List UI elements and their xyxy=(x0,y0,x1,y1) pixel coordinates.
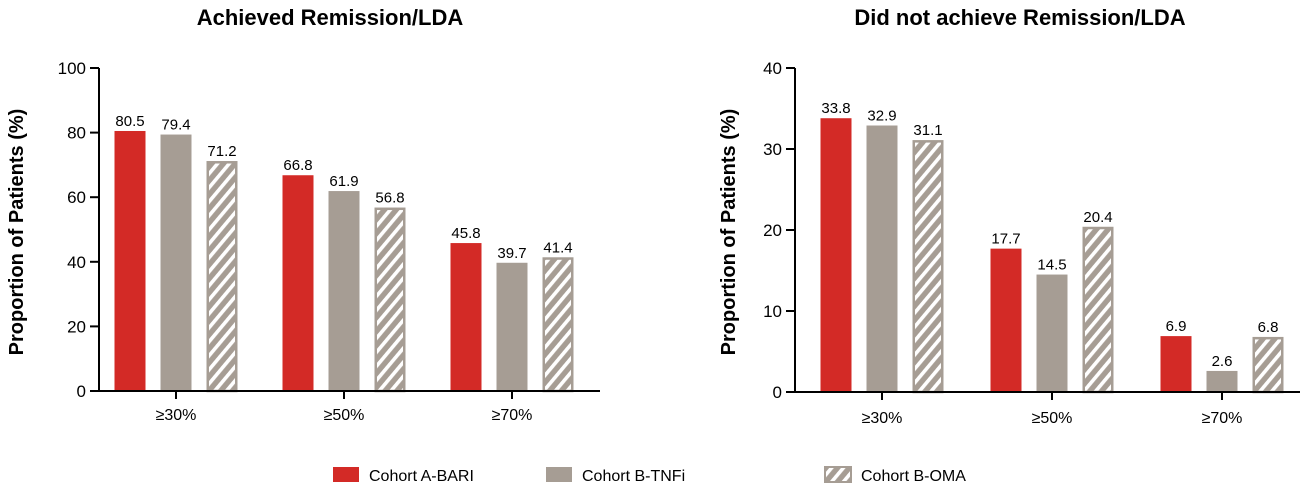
bars xyxy=(114,130,574,393)
x-axis-ticks: ≥30% ≥50% ≥70% xyxy=(862,392,1243,427)
bar-oma xyxy=(206,161,238,393)
legend-item-cohort-a-bari: Cohort A-BARI xyxy=(333,467,474,485)
y-tick-label: 60 xyxy=(67,188,86,207)
y-tick-label: 30 xyxy=(763,140,782,159)
y-tick-label: 80 xyxy=(67,124,86,143)
bar-oma xyxy=(1082,226,1114,394)
x-tick-label: ≥30% xyxy=(156,407,197,424)
y-tick-label: 100 xyxy=(58,59,86,78)
bar-bari xyxy=(820,118,852,392)
bar-tnfi xyxy=(160,134,192,391)
axes xyxy=(98,68,600,392)
chart-achieved-remission: Achieved Remission/LDA Proportion of Pat… xyxy=(6,5,600,424)
data-label: 66.8 xyxy=(283,157,312,174)
y-tick-label: 20 xyxy=(67,317,86,336)
data-label: 41.4 xyxy=(543,239,572,256)
axes xyxy=(794,68,1300,393)
legend-label: Cohort B-OMA xyxy=(861,468,966,485)
data-label: 31.1 xyxy=(913,122,942,139)
legend-swatch-oma xyxy=(824,466,852,483)
bar-bari xyxy=(990,248,1022,392)
y-axis-label: Proportion of Patients (%) xyxy=(6,109,28,356)
data-labels: 80.5 66.8 45.8 79.4 61.9 39.7 71.2 56.8 41.4 xyxy=(115,113,572,262)
bar-oma xyxy=(374,207,406,393)
y-tick-label: 0 xyxy=(77,382,86,401)
legend-swatch-bari xyxy=(333,467,359,482)
legend-item-cohort-b-oma: Cohort B-OMA xyxy=(824,466,966,485)
bar-tnfi xyxy=(1036,274,1068,392)
bar-tnfi xyxy=(866,125,898,392)
y-tick-label: 10 xyxy=(763,302,782,321)
data-label: 6.9 xyxy=(1166,318,1187,335)
bar-oma xyxy=(1252,336,1284,394)
legend-label: Cohort A-BARI xyxy=(369,468,474,485)
bars xyxy=(820,118,1284,394)
y-tick-label: 0 xyxy=(773,383,782,402)
bar-tnfi xyxy=(1206,370,1238,392)
chart-not-achieved-remission: Did not achieve Remission/LDA Proportion… xyxy=(718,5,1300,427)
x-tick-label: ≥70% xyxy=(492,407,533,424)
x-tick-label: ≥30% xyxy=(862,410,903,427)
data-label: 39.7 xyxy=(497,245,526,262)
legend-label: Cohort B-TNFi xyxy=(582,468,685,485)
y-tick-label: 40 xyxy=(763,59,782,78)
bar-bari xyxy=(450,243,482,391)
bar-bari xyxy=(282,175,314,391)
data-label: 61.9 xyxy=(329,173,358,190)
y-tick-label: 20 xyxy=(763,221,782,240)
data-label: 32.9 xyxy=(867,108,896,125)
data-label: 56.8 xyxy=(375,190,404,207)
y-axis-ticks: 0 10 20 30 40 xyxy=(763,59,795,402)
y-axis-label: Proportion of Patients (%) xyxy=(718,109,740,356)
data-label: 33.8 xyxy=(821,100,850,117)
data-label: 80.5 xyxy=(115,113,144,130)
data-label: 71.2 xyxy=(207,143,236,160)
bar-bari xyxy=(1160,336,1192,392)
bar-tnfi xyxy=(328,191,360,391)
data-label: 20.4 xyxy=(1083,209,1112,226)
y-axis-ticks: 0 20 40 60 80 100 xyxy=(58,59,99,401)
bar-bari xyxy=(114,130,146,392)
x-tick-label: ≥50% xyxy=(324,407,365,424)
bar-oma xyxy=(912,140,944,394)
x-axis-ticks: ≥30% ≥50% ≥70% xyxy=(156,391,533,424)
x-tick-label: ≥50% xyxy=(1032,410,1073,427)
legend-swatch-tnfi xyxy=(546,467,572,482)
legend: Cohort A-BARI Cohort B-TNFi Cohort B-OMA xyxy=(333,466,966,485)
data-labels: 33.8 17.7 6.9 32.9 14.5 2.6 31.1 20.4 6.8 xyxy=(821,100,1278,370)
bar-oma xyxy=(542,257,574,393)
data-label: 14.5 xyxy=(1037,257,1066,274)
data-label: 2.6 xyxy=(1212,353,1233,370)
data-label: 79.4 xyxy=(161,117,190,134)
data-label: 17.7 xyxy=(991,231,1020,248)
y-tick-label: 40 xyxy=(67,253,86,272)
data-label: 45.8 xyxy=(451,225,480,242)
chart-title: Achieved Remission/LDA xyxy=(197,5,464,30)
x-tick-label: ≥70% xyxy=(1202,410,1243,427)
legend-item-cohort-b-tnfi: Cohort B-TNFi xyxy=(546,467,685,485)
chart-title: Did not achieve Remission/LDA xyxy=(854,5,1185,30)
data-label: 6.8 xyxy=(1258,319,1279,336)
bar-tnfi xyxy=(496,262,528,391)
